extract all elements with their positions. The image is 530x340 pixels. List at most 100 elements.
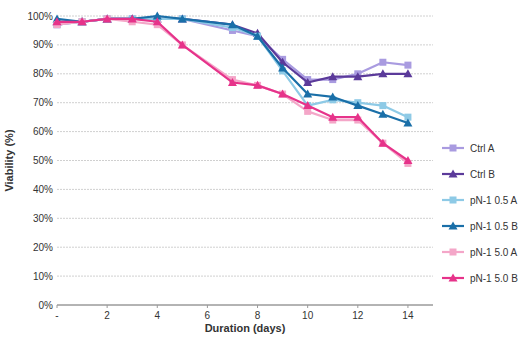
series-line [57,19,408,83]
legend-marker [449,222,458,230]
plot-area [53,12,413,167]
data-point [379,102,386,109]
x-tick [407,305,408,308]
x-tick-label: 14 [402,310,414,321]
data-point [304,102,311,109]
data-point [179,15,186,22]
y-tick-label: 50% [33,155,53,166]
data-point [53,17,62,25]
grid-line [57,102,433,103]
data-point [129,15,136,22]
y-tick-label: 40% [33,184,53,195]
legend-label: Ctrl A [470,143,495,154]
data-point [278,64,287,72]
data-point [254,33,261,40]
x-tick-label: 4 [154,310,160,321]
x-tick-label: - [55,310,58,321]
data-point [178,40,187,48]
y-axis-label: Viability (%) [3,129,15,191]
data-point [228,78,237,86]
legend-marker [450,145,457,152]
legend-label: pN-1 5.0 A [470,247,518,258]
series-line [57,19,408,80]
grid-line [57,218,433,219]
data-point [104,15,111,22]
x-tick [257,305,258,308]
data-point [328,113,337,121]
legend-marker [450,197,457,204]
x-tick-label: 12 [352,310,364,321]
series-line [57,16,408,123]
y-tick-label: 90% [33,39,53,50]
data-point [378,139,387,147]
legend-item: Ctrl B [442,169,495,180]
data-point [404,62,411,69]
x-tick-label: 8 [255,310,261,321]
data-point [303,101,312,109]
grid-line [57,247,433,248]
x-tick-label: 6 [205,310,211,321]
grid-line [57,44,433,45]
series-line [57,19,408,164]
series-line [57,19,408,117]
x-tick [157,305,158,308]
grid-line [57,305,433,306]
data-point [103,14,112,22]
series-line [57,19,408,161]
legend-item: pN-1 5.0 A [442,247,518,258]
grid-line [57,160,433,161]
data-point [153,17,162,25]
data-point [303,90,312,98]
data-point [79,18,86,25]
data-point [128,14,137,22]
grid-line [57,276,433,277]
legend-item: pN-1 0.5 A [442,195,518,206]
y-tick-label: 60% [33,126,53,137]
data-point [353,113,362,121]
legend-label: pN-1 0.5 A [470,195,518,206]
data-point [253,32,262,40]
data-point [403,69,412,77]
x-axis-label: Duration (days) [205,322,286,334]
y-tick-label: 70% [33,97,53,108]
x-tick [57,305,58,308]
x-tick [107,305,108,308]
x-tick [307,305,308,308]
x-axis-line [57,305,433,306]
data-point [378,110,387,118]
grid-line [57,16,433,17]
y-tick-label: 0% [39,300,54,311]
data-point [254,82,261,89]
chart: 0%10%20%30%40%50%60%70%80%90%100%-246810… [0,0,530,340]
grid-line [57,131,433,132]
data-point [104,15,111,22]
data-point [79,18,86,25]
x-tick-label: 2 [104,310,110,321]
data-point [378,69,387,77]
data-point [353,72,362,80]
grid-line [57,189,433,190]
x-tick-label: 10 [302,310,314,321]
y-tick-label: 20% [33,242,53,253]
data-point [403,156,412,164]
data-point [104,15,111,22]
legend-item: pN-1 5.0 B [442,273,518,284]
data-point [278,90,287,98]
legend-label: pN-1 5.0 B [470,273,518,284]
legend-marker [449,170,458,178]
data-point [179,15,186,22]
data-point [353,101,362,109]
legend-label: pN-1 0.5 B [470,221,518,232]
y-tick-label: 100% [27,11,53,22]
y-tick-label: 80% [33,68,53,79]
data-point [328,72,337,80]
data-point [403,118,412,126]
data-point [303,78,312,86]
data-point [228,20,237,28]
data-point [328,92,337,100]
data-point [279,91,286,98]
y-tick-label: 30% [33,213,53,224]
x-tick [207,305,208,308]
data-point [253,81,262,89]
x-tick [357,305,358,308]
